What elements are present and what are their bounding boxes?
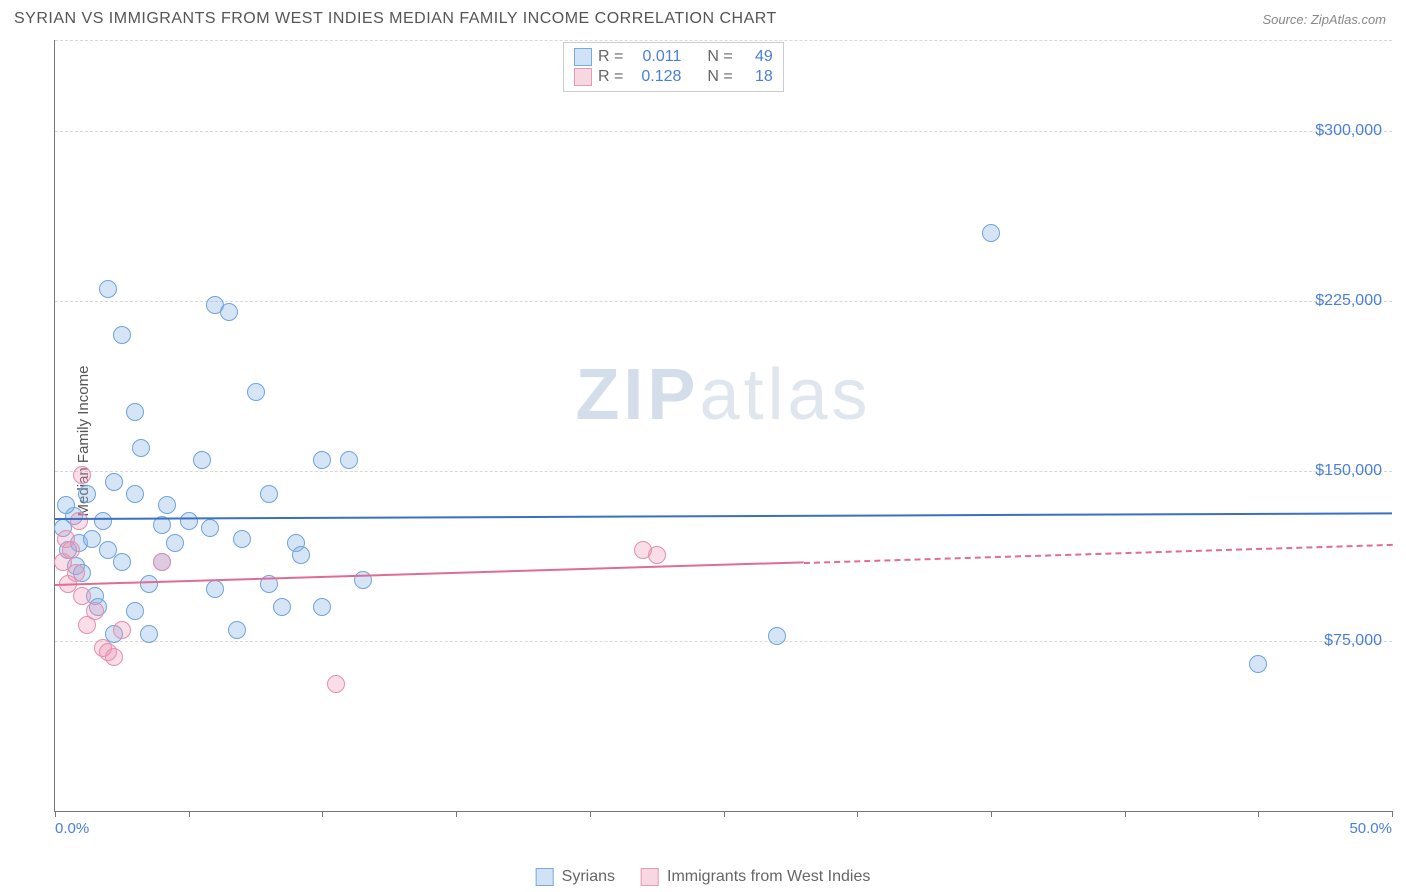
data-point — [86, 602, 104, 620]
data-point — [105, 473, 123, 491]
data-point — [292, 546, 310, 564]
data-point — [105, 648, 123, 666]
data-point — [982, 224, 1000, 242]
data-point — [126, 403, 144, 421]
bottom-legend: Syrians Immigrants from West Indies — [536, 868, 871, 886]
data-point — [113, 553, 131, 571]
correlation-legend: R = 0.011 N = 49 R = 0.128 N = 18 — [563, 42, 784, 92]
data-point — [62, 541, 80, 559]
x-tick-label: 50.0% — [1349, 820, 1392, 837]
data-point — [648, 546, 666, 564]
source-label: Source: ZipAtlas.com — [1262, 12, 1386, 27]
r-value: 0.011 — [629, 48, 681, 66]
data-point — [260, 485, 278, 503]
n-value: 49 — [739, 48, 773, 66]
grid-line — [55, 131, 1392, 132]
swatch-icon — [574, 68, 592, 86]
swatch-icon — [536, 868, 554, 886]
data-point — [354, 571, 372, 589]
legend-row: R = 0.011 N = 49 — [574, 47, 773, 67]
trend-line-extrapolated — [804, 543, 1392, 563]
data-point — [153, 553, 171, 571]
data-point — [158, 496, 176, 514]
grid-line — [55, 641, 1392, 642]
y-tick-label: $75,000 — [1324, 632, 1382, 650]
watermark: ZIPatlas — [575, 354, 871, 436]
x-tick — [857, 811, 858, 817]
x-tick — [724, 811, 725, 817]
x-tick — [1258, 811, 1259, 817]
chart-area: Median Family Income ZIPatlas $75,000$15… — [14, 40, 1392, 842]
grid-line — [55, 40, 1392, 41]
x-tick — [456, 811, 457, 817]
data-point — [233, 530, 251, 548]
legend-row: R = 0.128 N = 18 — [574, 67, 773, 87]
data-point — [113, 621, 131, 639]
trend-line — [55, 513, 1392, 521]
n-value: 18 — [739, 68, 773, 86]
data-point — [99, 280, 117, 298]
data-point — [126, 485, 144, 503]
n-label: N = — [707, 68, 732, 86]
data-point — [228, 621, 246, 639]
data-point — [78, 485, 96, 503]
x-tick — [189, 811, 190, 817]
data-point — [94, 512, 112, 530]
data-point — [140, 575, 158, 593]
plot-region: ZIPatlas $75,000 $150,000 $225,000 $300,000… — [54, 40, 1392, 812]
n-label: N = — [707, 48, 732, 66]
r-value: 0.128 — [629, 68, 681, 86]
data-point — [166, 534, 184, 552]
swatch-icon — [574, 48, 592, 66]
y-tick-label: $300,000 — [1315, 122, 1382, 140]
data-point — [132, 439, 150, 457]
legend-label: Syrians — [562, 868, 615, 886]
x-tick — [590, 811, 591, 817]
legend-item-west-indies: Immigrants from West Indies — [641, 868, 870, 886]
data-point — [73, 587, 91, 605]
data-point — [67, 564, 85, 582]
data-point — [70, 512, 88, 530]
data-point — [193, 451, 211, 469]
x-tick — [991, 811, 992, 817]
data-point — [1249, 655, 1267, 673]
r-label: R = — [598, 48, 623, 66]
data-point — [140, 625, 158, 643]
x-tick-label: 0.0% — [55, 820, 89, 837]
grid-line — [55, 301, 1392, 302]
data-point — [57, 496, 75, 514]
data-point — [206, 580, 224, 598]
data-point — [201, 519, 219, 537]
data-point — [340, 451, 358, 469]
data-point — [126, 602, 144, 620]
legend-label: Immigrants from West Indies — [667, 868, 870, 886]
y-tick-label: $225,000 — [1315, 292, 1382, 310]
grid-line — [55, 471, 1392, 472]
data-point — [73, 466, 91, 484]
data-point — [313, 598, 331, 616]
data-point — [83, 530, 101, 548]
data-point — [247, 383, 265, 401]
data-point — [220, 303, 238, 321]
swatch-icon — [641, 868, 659, 886]
data-point — [313, 451, 331, 469]
data-point — [327, 675, 345, 693]
header: SYRIAN VS IMMIGRANTS FROM WEST INDIES ME… — [0, 0, 1406, 34]
chart-title: SYRIAN VS IMMIGRANTS FROM WEST INDIES ME… — [14, 10, 777, 28]
r-label: R = — [598, 68, 623, 86]
data-point — [768, 627, 786, 645]
data-point — [273, 598, 291, 616]
x-tick — [322, 811, 323, 817]
x-tick — [1392, 811, 1393, 817]
data-point — [180, 512, 198, 530]
legend-item-syrians: Syrians — [536, 868, 615, 886]
y-tick-label: $150,000 — [1315, 462, 1382, 480]
x-tick — [1125, 811, 1126, 817]
data-point — [113, 326, 131, 344]
x-tick — [55, 811, 56, 817]
